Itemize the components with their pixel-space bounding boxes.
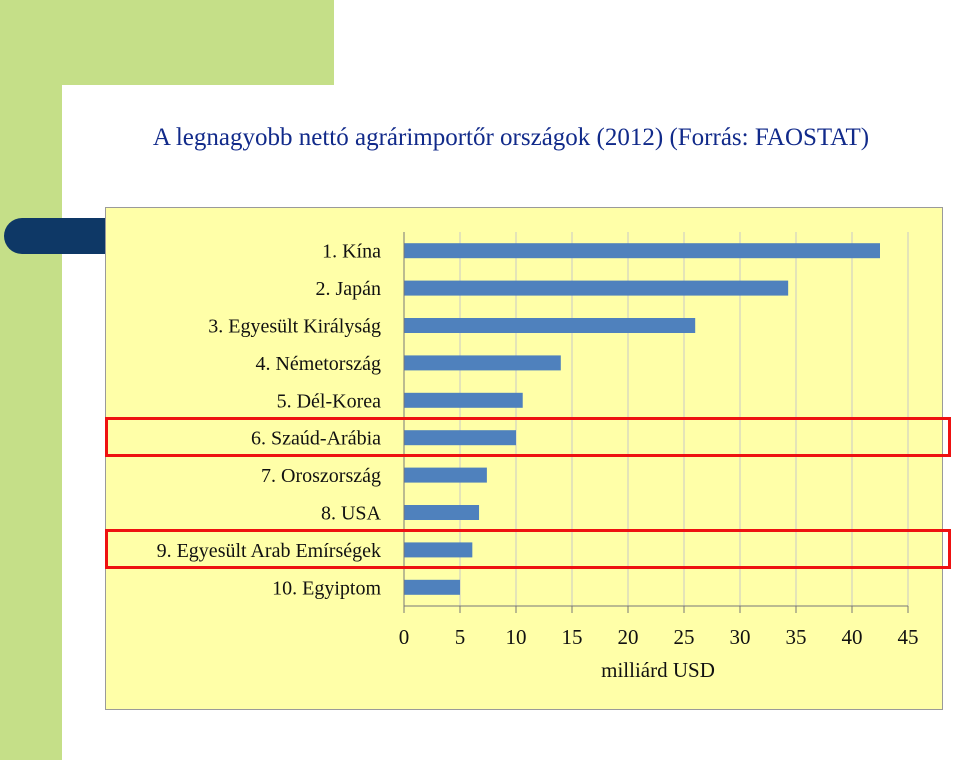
- bar: [404, 542, 473, 558]
- navy-accent-bar: [4, 218, 108, 254]
- x-tick-label: 5: [455, 625, 466, 649]
- bars: [404, 243, 880, 595]
- green-top-band: [0, 0, 334, 85]
- x-tick-label: 15: [562, 625, 583, 649]
- category-label: 2. Japán: [315, 278, 381, 300]
- x-tick-label: 25: [674, 625, 695, 649]
- x-axis-label: milliárd USD: [601, 658, 715, 682]
- x-tick-label: 10: [506, 625, 527, 649]
- x-tick-label: 30: [730, 625, 751, 649]
- x-tick-label: 40: [842, 625, 863, 649]
- bar: [404, 579, 460, 595]
- bar: [404, 392, 523, 408]
- bar: [404, 318, 696, 333]
- category-label: 7. Oroszország: [261, 465, 381, 487]
- category-label: 6. Szaúd-Arábia: [251, 428, 381, 450]
- bar: [404, 280, 789, 296]
- highlight-box: [105, 528, 951, 569]
- bar: [404, 243, 880, 259]
- bar-chart: 1. Kína 2. Japán 3. Egyesült Királyság 4. N…: [157, 232, 919, 682]
- category-label: 4. Németország: [255, 353, 381, 375]
- slide-title: A legnagyobb nettó agrárimportőr országo…: [152, 124, 870, 151]
- category-label: 5. Dél-Korea: [277, 390, 382, 412]
- category-label: 1. Kína: [322, 241, 381, 263]
- bar: [404, 467, 487, 483]
- x-tick-label: 35: [786, 625, 807, 649]
- category-label: 9. Egyesült Arab Emírségek: [157, 540, 381, 562]
- category-label: 3. Egyesült Királyság: [208, 316, 381, 338]
- highlight-box: [105, 416, 951, 457]
- x-tick-label: 20: [618, 625, 639, 649]
- x-tick-labels: 0 5 10 15 20 25 30 35 40 45: [399, 625, 919, 649]
- category-labels: 1. Kína 2. Japán 3. Egyesült Királyság 4. N…: [157, 241, 382, 600]
- bar: [404, 505, 480, 520]
- category-label: 10. Egyiptom: [272, 577, 381, 599]
- x-tick-label: 0: [399, 625, 410, 649]
- chart-area: 1. Kína 2. Japán 3. Egyesült Királyság 4. N…: [105, 207, 943, 710]
- green-sidebar-band: [0, 0, 62, 760]
- bar: [404, 430, 516, 446]
- x-tick-label: 45: [898, 625, 919, 649]
- category-label: 8. USA: [321, 503, 382, 525]
- bar: [404, 355, 561, 371]
